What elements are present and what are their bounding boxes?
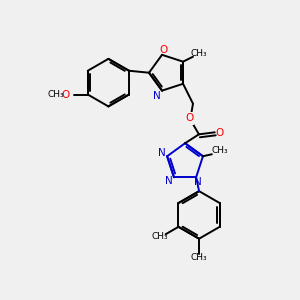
Text: CH₃: CH₃ <box>191 253 207 262</box>
Text: N: N <box>165 176 173 186</box>
Text: N: N <box>153 91 161 100</box>
Text: CH₃: CH₃ <box>212 146 228 155</box>
Text: CH₃: CH₃ <box>190 49 207 58</box>
Text: CH₃: CH₃ <box>151 232 168 241</box>
Text: O: O <box>62 89 70 100</box>
Text: N: N <box>194 177 202 187</box>
Text: O: O <box>185 113 193 124</box>
Text: CH₃: CH₃ <box>48 90 64 99</box>
Text: N: N <box>158 148 166 158</box>
Text: O: O <box>159 45 167 55</box>
Text: O: O <box>216 128 224 138</box>
